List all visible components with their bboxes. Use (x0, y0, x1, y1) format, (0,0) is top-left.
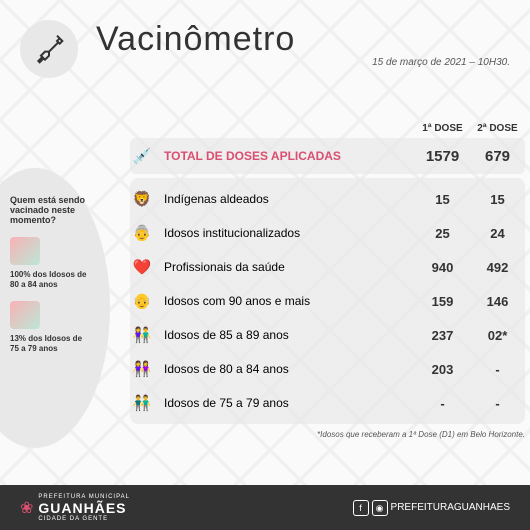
category-icon: 👭 (130, 357, 154, 381)
category-icon: 👵 (130, 221, 154, 245)
sidebar-item-label: 13% dos Idosos de 75 a 79 anos (10, 334, 90, 355)
total-label: TOTAL DE DOSES APLICADAS (164, 149, 415, 163)
row-dose1: 237 (415, 328, 470, 343)
footnote: *Idosos que receberam a 1ª Dose (D1) em … (130, 430, 525, 439)
table-row: 👭 Idosos de 80 a 84 anos203- (130, 352, 525, 386)
table-row: ❤️ Profissionais da saúde940492 (130, 250, 525, 284)
row-dose2: 492 (470, 260, 525, 275)
column-header-dose2: 2ª DOSE (470, 123, 525, 134)
page-title: Vacinômetro (96, 20, 510, 59)
category-icon: 👬 (130, 391, 154, 415)
row-dose2: 24 (470, 226, 525, 241)
footer: ❀ PREFEITURA MUNICIPAL GUANHÃES CIDADE D… (0, 485, 530, 530)
row-dose1: 203 (415, 362, 470, 377)
row-dose1: - (415, 396, 470, 411)
brand-tagline: CIDADE DA GENTE (38, 516, 130, 522)
table-row: 👴 Idosos com 90 anos e mais159146 (130, 284, 525, 318)
brand-name: GUANHÃES (38, 500, 130, 516)
total-dose1: 1579 (415, 148, 470, 165)
sidebar-item-0: 100% dos Idosos de 80 a 84 anos (10, 237, 90, 291)
row-dose2: - (470, 396, 525, 411)
column-header-dose1: 1ª DOSE (415, 123, 470, 134)
row-dose2: 02* (470, 328, 525, 343)
table-row: 👵 Idosos institucionalizados2524 (130, 216, 525, 250)
total-row: 💉 TOTAL DE DOSES APLICADAS 1579 679 (130, 138, 525, 174)
row-dose1: 15 (415, 192, 470, 207)
footer-social: f ◉ PREFEITURAGUANHAES (353, 500, 510, 516)
row-label: Idosos de 75 a 79 anos (164, 396, 415, 410)
data-table: 1ª DOSE 2ª DOSE 💉 TOTAL DE DOSES APLICAD… (130, 123, 525, 439)
row-dose1: 159 (415, 294, 470, 309)
category-icon: 👫 (130, 323, 154, 347)
row-label: Idosos com 90 anos e mais (164, 294, 415, 308)
syringe-icon (20, 20, 78, 78)
leaf-icon: ❀ (20, 498, 33, 518)
people-icon (10, 237, 40, 265)
sidebar-bubble: Quem está sendo vacinado neste momento? … (0, 168, 110, 448)
instagram-icon: ◉ (372, 500, 388, 516)
table-row: 👬Idosos de 75 a 79 anos-- (130, 386, 525, 420)
sidebar-item-label: 100% dos Idosos de 80 a 84 anos (10, 270, 90, 291)
row-label: Idosos de 85 a 89 anos (164, 328, 415, 342)
sidebar-item-1: 13% dos Idosos de 75 a 79 anos (10, 301, 90, 355)
row-dose2: - (470, 362, 525, 377)
table-row: 🦁Indígenas aldeados1515 (130, 182, 525, 216)
table-row: 👫 Idosos de 85 a 89 anos23702* (130, 318, 525, 352)
people-icon (10, 301, 40, 329)
row-label: Idosos de 80 a 84 anos (164, 362, 415, 376)
social-handle: PREFEITURAGUANHAES (391, 502, 510, 513)
syringe-small-icon: 💉 (130, 144, 154, 168)
header: Vacinômetro 15 de março de 2021 – 10H30. (0, 0, 530, 83)
brand-prefix: PREFEITURA MUNICIPAL (38, 494, 130, 500)
row-label: Profissionais da saúde (164, 260, 415, 274)
row-dose2: 146 (470, 294, 525, 309)
footer-logo: ❀ PREFEITURA MUNICIPAL GUANHÃES CIDADE D… (20, 494, 130, 522)
category-icon: ❤️ (130, 255, 154, 279)
total-dose2: 679 (470, 148, 525, 165)
category-icon: 👴 (130, 289, 154, 313)
row-dose1: 25 (415, 226, 470, 241)
sidebar-question: Quem está sendo vacinado neste momento? (10, 195, 90, 225)
row-label: Idosos institucionalizados (164, 226, 415, 240)
row-label: Indígenas aldeados (164, 192, 415, 206)
row-dose2: 15 (470, 192, 525, 207)
category-icon: 🦁 (130, 187, 154, 211)
row-dose1: 940 (415, 260, 470, 275)
facebook-icon: f (353, 500, 369, 516)
